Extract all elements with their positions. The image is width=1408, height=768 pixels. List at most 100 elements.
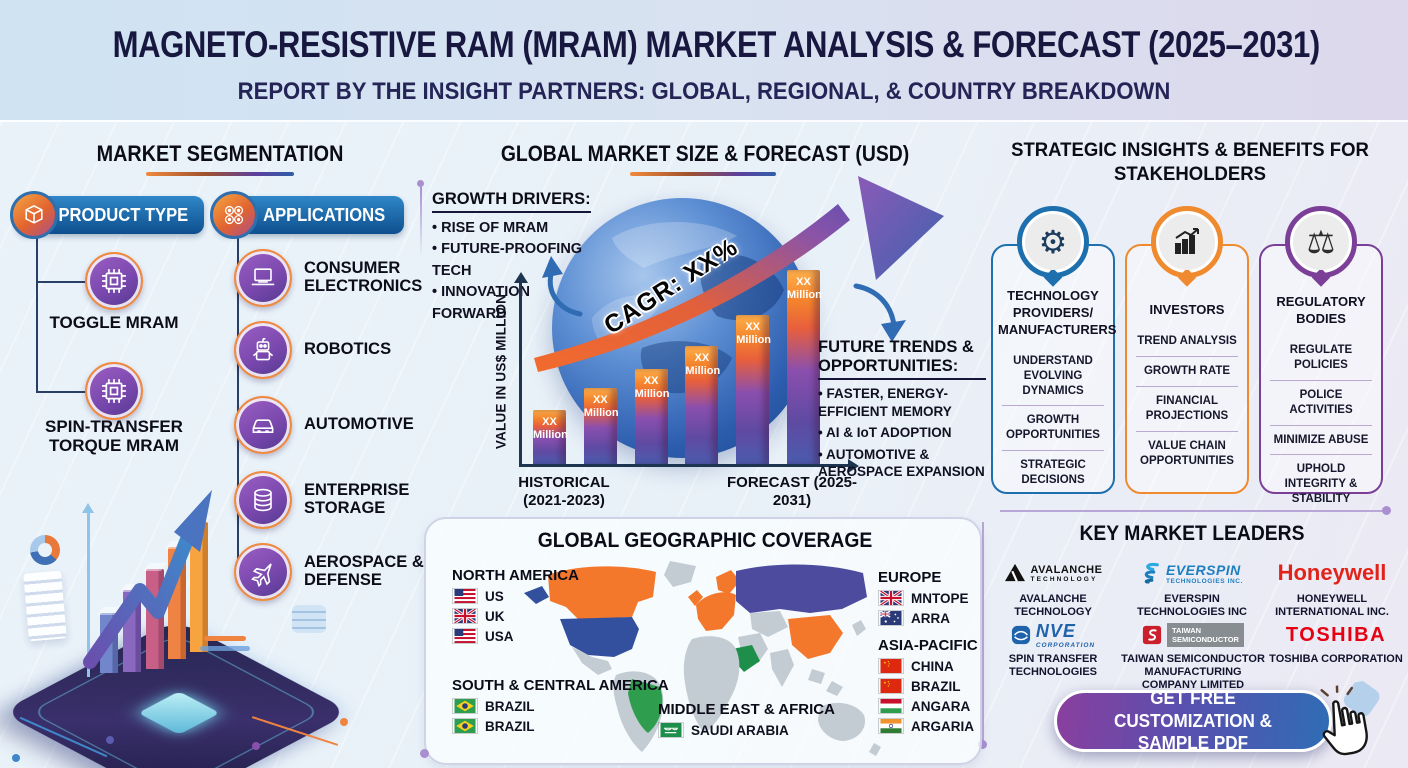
avalanche-logo: AVALANCHE TECHNOLOGY — [985, 556, 1121, 590]
leader-caption: TAIWAN SEMICONDUCTOR MANUFACTURING COMPA… — [1121, 653, 1265, 692]
toshiba-logo: TOSHIBA — [1285, 623, 1387, 646]
future-trends-block: FUTURE TRENDS & OPPORTUNITIES: FASTER, E… — [818, 338, 986, 485]
stakeholder-benefit: MINIMIZE ABUSE — [1270, 424, 1372, 455]
bar-value-label: XX Million — [736, 321, 772, 346]
stakeholder-benefit: TREND ANALYSIS — [1137, 334, 1237, 347]
cube-icon — [10, 191, 58, 239]
stakeholder-benefit: UPHOLD INTEGRITY & STABILITY — [1270, 454, 1372, 514]
application-item: CONSUMER ELECTRONICS — [234, 249, 426, 307]
leader-caption: SPIN TRANSFER TECHNOLOGIES — [1008, 653, 1098, 679]
geography-title: GLOBAL GEOGRAPHIC COVERAGE — [537, 529, 873, 552]
stakeholder-card-investors: INVESTORS TREND ANALYSIS GROWTH RATE FIN… — [1125, 206, 1249, 494]
geographic-coverage-panel: GLOBAL GEOGRAPHIC COVERAGE — [420, 517, 982, 765]
application-item: AUTOMOTIVE — [234, 396, 426, 454]
product-type-label: PRODUCT TYPE — [58, 204, 189, 225]
uk-flag-icon — [878, 590, 904, 606]
stakeholders-title: STRATEGIC INSIGHTS & BENEFITS FOR STAKEH… — [1011, 139, 1369, 186]
circuit-dot — [340, 718, 348, 726]
application-item: ROBOTICS — [234, 321, 426, 379]
region-south-central-america: SOUTH & CENTRAL AMERICA BRAZIL BRAZIL — [452, 677, 669, 734]
application-item: ENTERPRISE STORAGE — [234, 471, 426, 529]
market-size-title-underline — [630, 172, 776, 176]
market-bar-1: XX Million — [533, 410, 568, 464]
y-axis-label: VALUE IN US$ MILLION — [493, 293, 509, 450]
leader-honeywell: Honeywell HONEYWELL INTERNATIONAL INC. — [1264, 556, 1400, 619]
brazil-flag-icon — [452, 698, 478, 714]
growth-chart-icon — [1151, 206, 1223, 278]
click-hand-cursor-icon — [1320, 680, 1380, 756]
get-free-customization-button[interactable]: GET FREE CUSTOMIZATION & SAMPLE PDF — [1054, 688, 1332, 753]
decor-dot — [978, 740, 987, 749]
stakeholder-card-technology-providers: ⚙ TECHNOLOGY PROVIDERS/ MANUFACTURERS UN… — [991, 206, 1117, 494]
region-middle-east-africa: MIDDLE EAST & AFRICA SAUDI ARABIA — [658, 701, 835, 738]
product-type-header: PRODUCT TYPE — [10, 191, 204, 239]
application-item: AEROSPACE & DEFENSE — [234, 543, 426, 601]
leader-caption: AVALANCHE TECHNOLOGY — [1014, 593, 1092, 619]
leader-caption: EVERSPIN TECHNOLOGIES INC — [1136, 593, 1247, 619]
3d-chip-chart-illustration — [0, 440, 420, 768]
growth-drivers-heading: GROWTH DRIVERS: — [432, 190, 591, 213]
region-asia-pacific: ASIA-PACIFIC CHINA BRAZIL ANGARA ARGARIA — [878, 637, 978, 734]
tsmc-logo: TAIWAN SEMICONDUCTOR — [1120, 620, 1266, 650]
applications-label: APPLICATIONS — [262, 204, 385, 225]
circuit-dot — [106, 736, 114, 744]
us-flag-icon — [452, 588, 478, 604]
stakeholder-benefit: FINANCIAL PROJECTIONS — [1136, 385, 1238, 431]
mini-report-card — [23, 570, 67, 642]
segmentation-title-underline — [146, 172, 294, 176]
circuit-dot — [12, 754, 20, 762]
decor-dot — [417, 180, 424, 187]
y-axis — [513, 272, 528, 467]
china-flag-icon — [878, 678, 904, 694]
mini-callout-bubble — [292, 605, 326, 633]
nve-globe-icon — [1011, 625, 1030, 645]
decor-dot — [420, 749, 429, 758]
leader-taiwan-semiconductor: TAIWAN SEMICONDUCTOR TAIWAN SEMICONDUCTO… — [1120, 620, 1266, 693]
honeywell-logo: Honeywell — [1277, 560, 1387, 585]
australia-flag-icon — [878, 610, 904, 626]
market-size-title: GLOBAL MARKET SIZE & FORECAST (USD) — [500, 141, 910, 166]
application-label: AUTOMOTIVE — [304, 415, 414, 434]
stakeholder-card-title: INVESTORS — [1149, 302, 1225, 317]
market-bar-5: XX Million — [736, 315, 772, 464]
platform-bar — [204, 636, 246, 641]
chip-icon — [85, 252, 143, 310]
stakeholder-benefit: REGULATE POLICIES — [1289, 343, 1353, 371]
market-bar-4: XX Million — [685, 346, 720, 464]
header: MAGNETO-RESISTIVE RAM (MRAM) MARKET ANAL… — [0, 0, 1408, 122]
section-divider — [1000, 510, 1384, 512]
market-bar-3: XX Million — [634, 369, 669, 464]
jet-icon — [234, 543, 292, 601]
stakeholder-card-title: TECHNOLOGY PROVIDERS/ MANUFACTURERS — [998, 288, 1117, 337]
growth-zigzag-arrow — [83, 490, 212, 669]
avalanche-triangle-icon — [1004, 563, 1025, 582]
connector-line — [36, 281, 86, 283]
connector-line — [237, 234, 239, 573]
stakeholder-benefit: GROWTH RATE — [1136, 355, 1238, 386]
application-label: AEROSPACE & DEFENSE — [304, 553, 424, 589]
x-axis-group-label: HISTORICAL (2021-2023) — [518, 474, 610, 509]
laptop-icon — [234, 249, 292, 307]
chip-icon — [85, 362, 143, 420]
circuit-dot — [252, 742, 260, 750]
stakeholder-benefit: UNDERSTAND EVOLVING DYNAMICS — [1013, 354, 1093, 397]
hungary-flag-icon — [878, 698, 904, 714]
decor-dot — [1382, 506, 1391, 515]
growth-drivers-block: GROWTH DRIVERS: RISE OF MRAM FUTURE-PROO… — [432, 190, 607, 325]
leaders-title: KEY MARKET LEADERS — [1079, 522, 1305, 545]
connector-line — [36, 234, 38, 392]
x-axis — [519, 458, 859, 473]
bar-value-label: XX Million — [786, 276, 822, 301]
stakeholder-card-title: REGULATORY BODIES — [1276, 294, 1366, 326]
market-bar-chart: XX Million XX Million XX Million XX Mill… — [533, 270, 822, 464]
bar-value-label: XX Million — [533, 416, 568, 441]
stakeholder-benefit: GROWTH OPPORTUNITIES — [1002, 405, 1104, 450]
curved-arrow-icon — [853, 283, 906, 342]
stakeholder-card-regulatory-bodies: ⚖ REGULATORY BODIES REGULATE POLICIES PO… — [1259, 206, 1383, 505]
stakeholder-benefit: POLICE ACTIVITIES — [1270, 379, 1372, 425]
india-flag-icon — [878, 718, 904, 734]
leader-avalanche-technology: AVALANCHE TECHNOLOGY AVALANCHE TECHNOLOG… — [985, 556, 1121, 619]
market-bar-6: XX Million — [786, 270, 822, 464]
car-icon — [234, 396, 292, 454]
